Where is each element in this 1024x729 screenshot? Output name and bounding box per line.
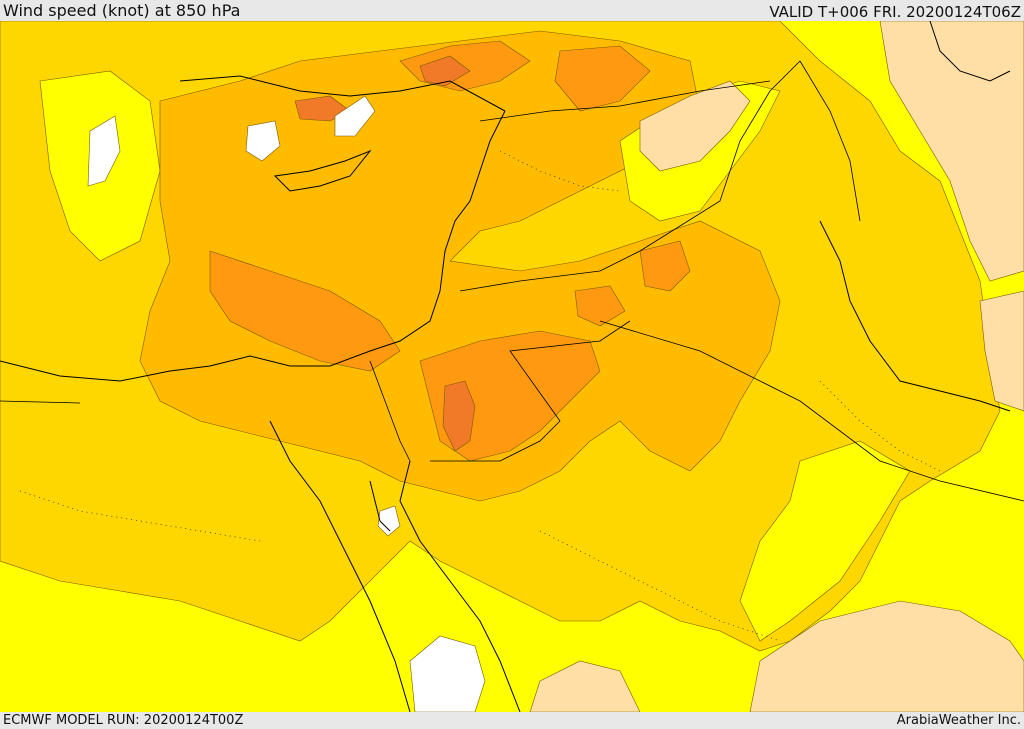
- field-strong-4: [554, 45, 651, 112]
- wind-speed-map: [0, 21, 1024, 712]
- field-light-southeast: [739, 440, 911, 642]
- coastline-gulf-suez: [369, 480, 391, 532]
- field-calm-2: [245, 120, 281, 162]
- field-calm-4: [409, 635, 486, 712]
- credit: ArabiaWeather Inc.: [896, 713, 1021, 728]
- border-sinai: [369, 360, 411, 462]
- map-svg: [0, 21, 1024, 712]
- border-syria-jordan: [459, 270, 601, 292]
- header-bar: Wind speed (knot) at 850 hPa VALID T+006…: [0, 0, 1024, 21]
- field-calm-5: [377, 505, 401, 537]
- border-jordan-saudi: [430, 320, 631, 462]
- field-low-northeast: [879, 21, 1024, 282]
- field-low-south: [749, 600, 1024, 712]
- field-strong-1: [209, 250, 401, 372]
- coastline-red-sea-east: [399, 460, 521, 712]
- coastline-mediterranean-south: [0, 290, 441, 382]
- footer-bar: ECMWF MODEL RUN: 20200124T00Z ArabiaWeat…: [0, 712, 1024, 729]
- coastline-persian-gulf: [819, 220, 1011, 412]
- field-very-strong-1: [442, 380, 476, 452]
- coastline-caspian: [929, 21, 1011, 82]
- field-calm-3: [334, 95, 376, 137]
- valid-time: VALID T+006 FRI. 20200124T06Z: [769, 3, 1021, 21]
- coastline-red-sea-west: [269, 420, 411, 712]
- coastline-levant: [439, 110, 506, 292]
- coastline-turkey-south: [179, 75, 506, 112]
- border-iraq-saudi: [599, 320, 1024, 502]
- field-low-southcenter: [529, 660, 641, 712]
- field-strong-6: [574, 285, 626, 327]
- field-low-east: [639, 80, 751, 172]
- model-run: ECMWF MODEL RUN: 20200124T00Z: [3, 713, 244, 728]
- border-syria-iraq: [599, 60, 801, 272]
- field-strong-5: [639, 240, 691, 292]
- field-very-strong-3: [419, 55, 471, 87]
- terrain-contour-1: [19, 490, 261, 542]
- field-calm-1: [87, 115, 121, 187]
- coastline-cyprus: [273, 149, 372, 192]
- field-fresh: [139, 30, 781, 502]
- border-iran-iraq: [799, 60, 861, 222]
- border-egypt-libya: [0, 400, 81, 404]
- map-title: Wind speed (knot) at 850 hPa: [3, 1, 241, 20]
- field-low-gulf: [979, 290, 1024, 412]
- border-turkey-syria: [479, 80, 771, 122]
